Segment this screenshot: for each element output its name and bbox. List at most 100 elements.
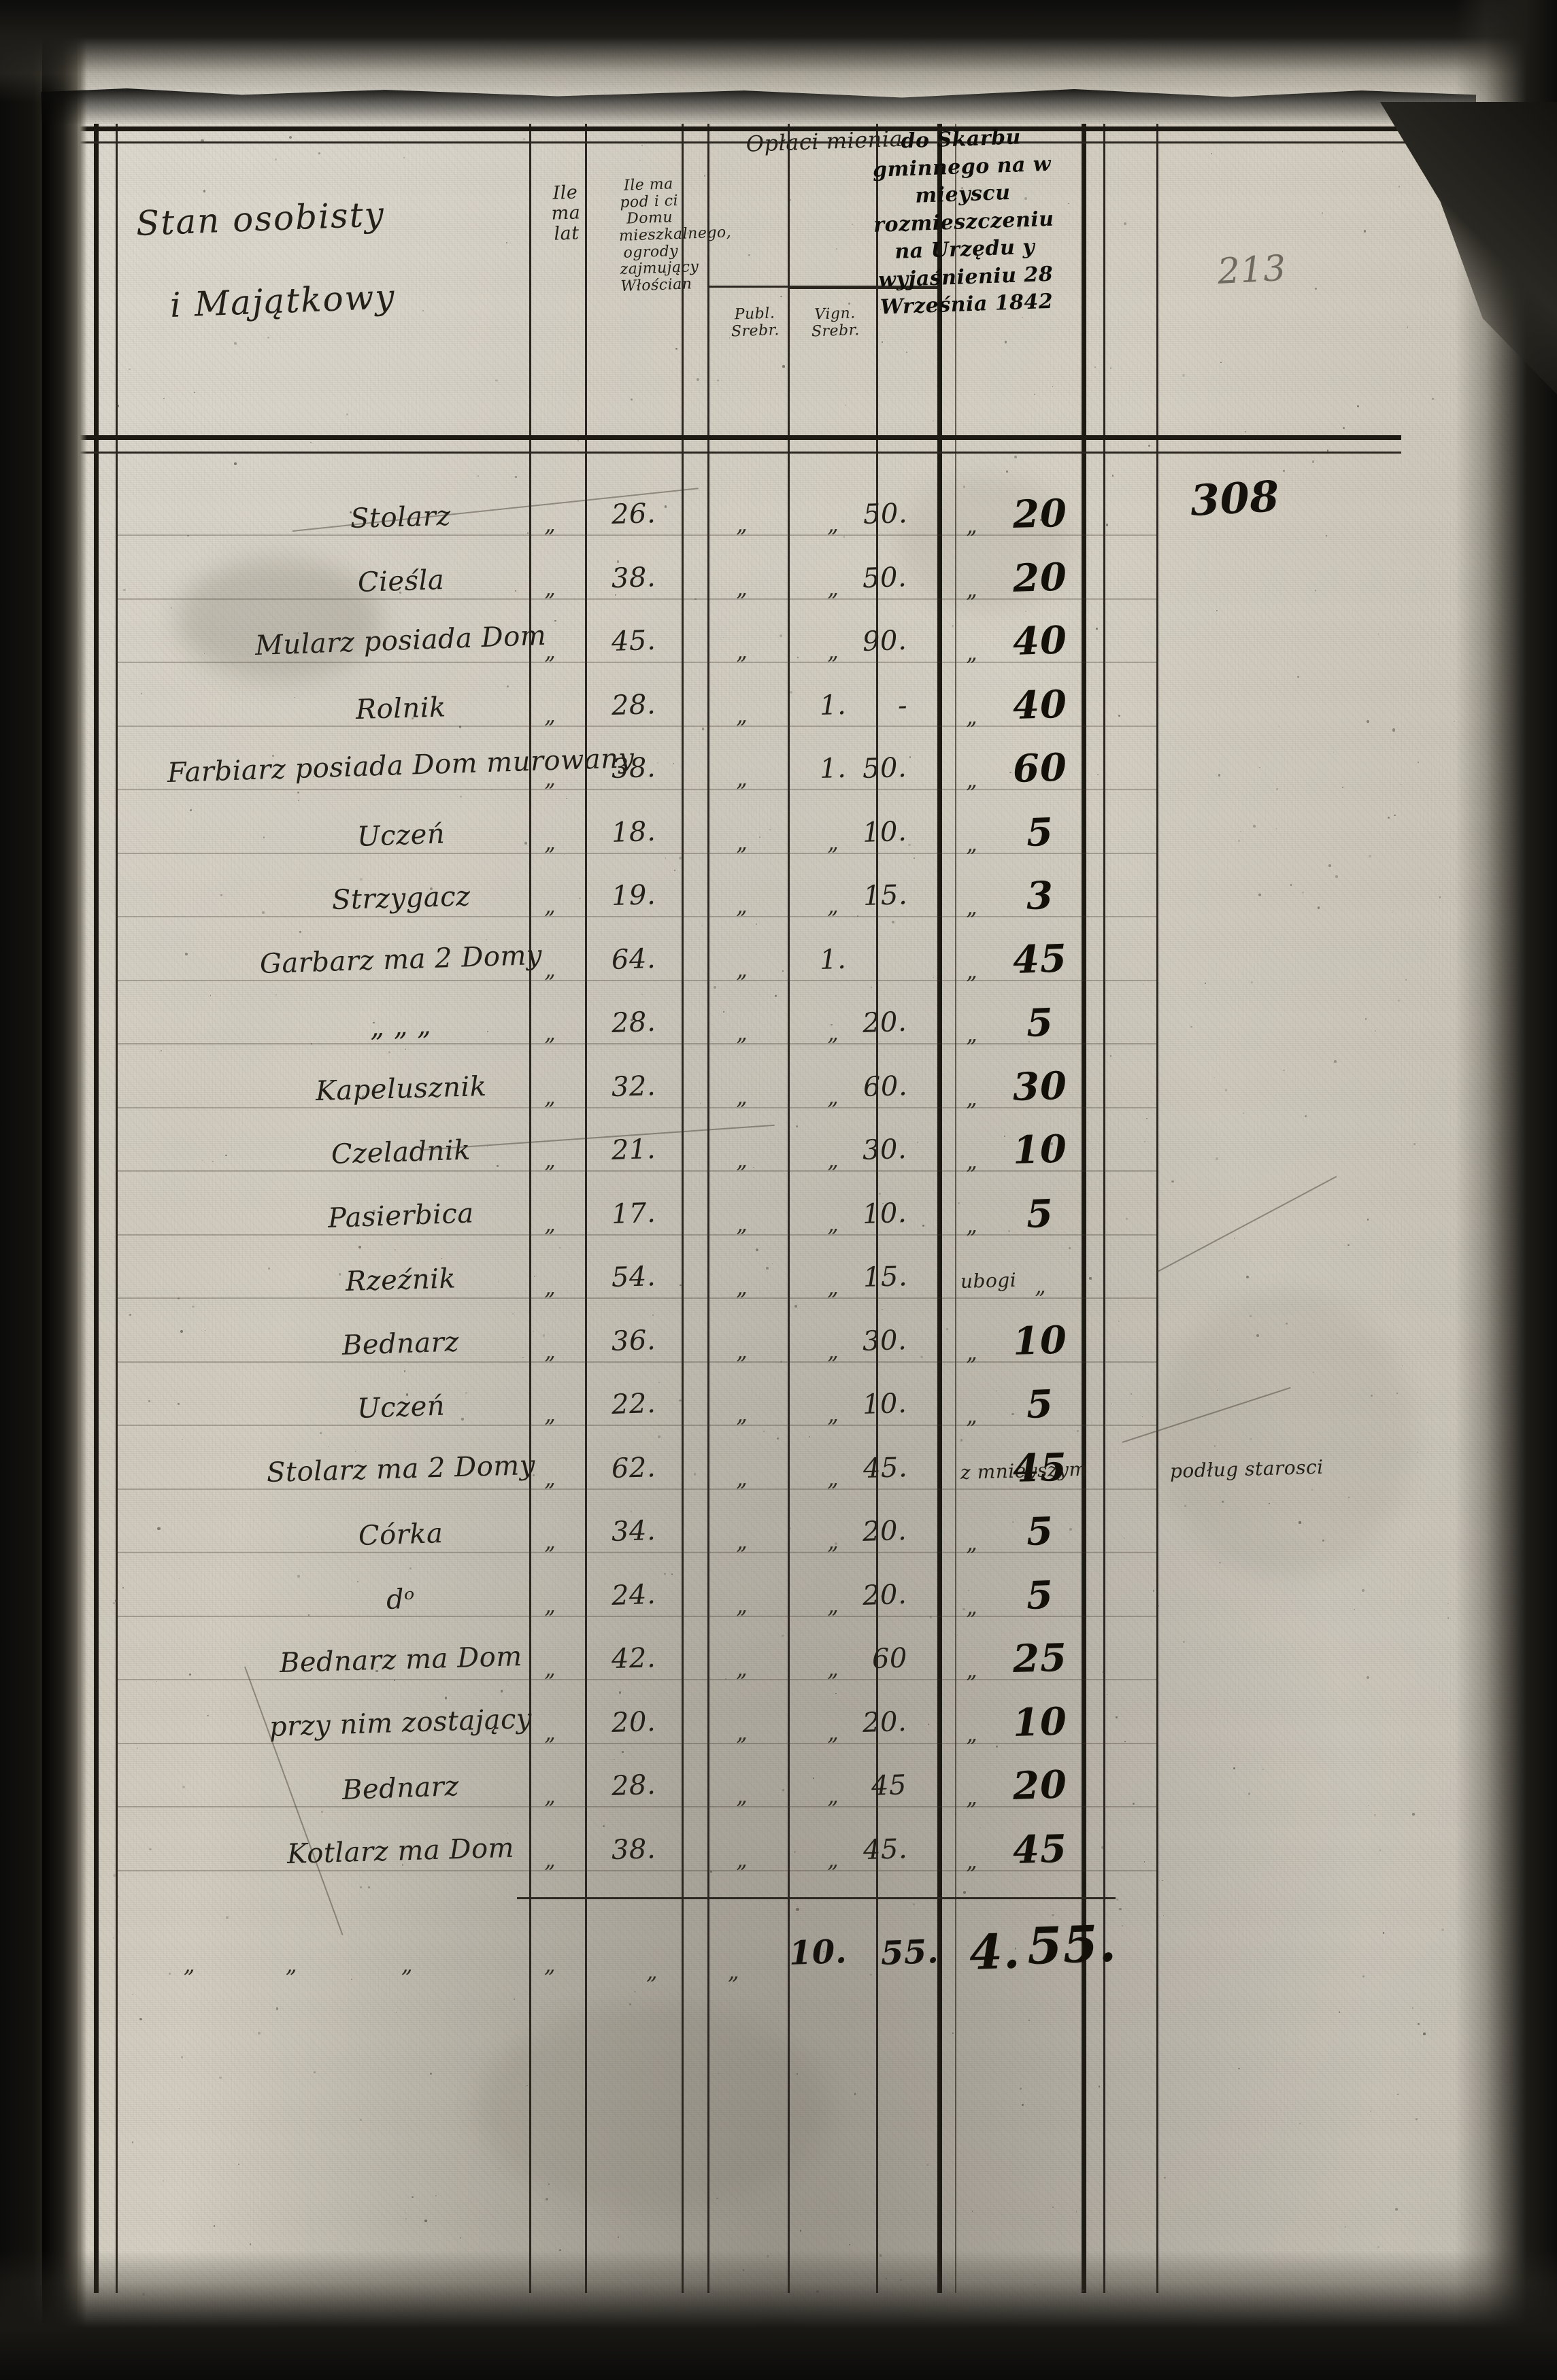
paper-speck xyxy=(766,1266,769,1270)
paper-speck xyxy=(1109,367,1112,369)
row-baseline-rule xyxy=(116,534,1156,536)
paper-speck xyxy=(1342,426,1345,430)
paper-speck xyxy=(1011,575,1013,577)
row-fee-vign: „ xyxy=(826,892,839,919)
row-amount: 45 xyxy=(1011,935,1068,983)
paper-speck xyxy=(512,1313,514,1315)
row-remark-mark: „ xyxy=(965,1720,978,1747)
paper-speck xyxy=(1199,1471,1201,1474)
total-ditto: „ xyxy=(184,1952,196,1977)
paper-speck xyxy=(1148,444,1151,447)
paper-speck xyxy=(1388,816,1390,819)
row-fee-amount: 20. xyxy=(862,1514,908,1548)
paper-speck xyxy=(514,475,517,479)
row-amount: 20 xyxy=(1011,554,1068,601)
column-divider-property xyxy=(707,124,709,2293)
paper-speck xyxy=(534,1275,536,1277)
paper-speck xyxy=(375,1669,378,1672)
row-occupation: Rzeźnik xyxy=(345,1263,457,1297)
row-fee-amount: 10. xyxy=(862,1197,908,1230)
row-property-ditto: „ xyxy=(543,1401,556,1427)
row-fee-vign: „ xyxy=(826,1083,839,1110)
paper-speck xyxy=(310,1043,312,1045)
paper-speck xyxy=(1118,1320,1120,1323)
paper-speck xyxy=(678,857,682,860)
paper-speck xyxy=(566,798,567,800)
paper-speck xyxy=(1431,397,1434,400)
paper-speck xyxy=(780,295,782,298)
paper-speck xyxy=(723,1011,724,1013)
row-age: 20. xyxy=(610,1705,656,1739)
paper-speck xyxy=(411,2196,414,2198)
paper-speck xyxy=(149,1848,152,1851)
paper-speck xyxy=(1210,152,1212,154)
paper-speck xyxy=(112,1937,114,1939)
bottom-edge-shadow xyxy=(0,2251,1557,2380)
folio-number-ink: 308 xyxy=(1189,471,1281,526)
paper-speck xyxy=(1213,1076,1216,1078)
row-margin-note: podług starosci xyxy=(1169,1455,1324,1482)
paper-speck xyxy=(1096,628,1099,630)
paper-speck xyxy=(261,911,265,915)
paper-speck xyxy=(674,869,676,871)
paper-speck xyxy=(1052,1914,1054,1917)
paper-speck xyxy=(1213,1445,1216,1447)
paper-speck xyxy=(1142,1416,1143,1418)
paper-speck xyxy=(249,2243,252,2245)
row-fee-vign: „ xyxy=(826,574,839,601)
paper-speck xyxy=(401,1864,404,1866)
row-amount: 5 xyxy=(1025,809,1054,855)
paper-speck xyxy=(763,1430,765,1433)
row-baseline-rule xyxy=(116,1234,1156,1236)
paper-speck xyxy=(156,1681,157,1682)
row-amount: 10 xyxy=(1011,1126,1068,1173)
column-divider-fees xyxy=(937,124,942,2293)
row-remark-mark: „ xyxy=(965,703,978,730)
paper-speck xyxy=(314,2071,316,2074)
paper-speck xyxy=(507,685,509,688)
paper-speck xyxy=(141,2292,145,2296)
paper-speck xyxy=(657,762,659,764)
paper-speck xyxy=(458,725,462,728)
row-fee-vign: „ xyxy=(826,1655,839,1682)
row-age: 19. xyxy=(611,879,656,912)
paper-speck xyxy=(1162,1880,1164,1882)
paper-speck xyxy=(1367,1805,1369,1806)
paper-speck xyxy=(350,1979,352,1981)
paper-speck xyxy=(1068,203,1069,205)
paper-speck xyxy=(1233,1767,1235,1770)
paper-speck xyxy=(477,475,479,477)
paper-speck xyxy=(131,2141,134,2143)
paper-speck xyxy=(701,925,703,927)
paper-speck xyxy=(879,2254,882,2258)
paper-speck xyxy=(507,1680,509,1682)
paper-speck xyxy=(430,887,433,890)
paper-speck xyxy=(1089,1277,1092,1280)
paper-speck xyxy=(459,796,462,798)
paper-speck xyxy=(313,775,314,777)
paper-speck xyxy=(639,159,641,161)
column-divider-vign xyxy=(876,124,878,2293)
paper-speck xyxy=(952,625,954,627)
paper-speck xyxy=(797,657,799,658)
paper-speck xyxy=(360,2118,363,2121)
paper-speck xyxy=(1146,1117,1148,1119)
paper-speck xyxy=(776,1438,779,1440)
row-fee-vign: „ xyxy=(826,828,839,855)
paper-speck xyxy=(1021,2104,1024,2107)
paper-speck xyxy=(1314,590,1317,592)
paper-speck xyxy=(203,190,206,192)
paper-speck xyxy=(373,1021,375,1023)
paper-speck xyxy=(796,1907,799,1911)
paper-speck xyxy=(1299,1521,1302,1524)
paper-speck xyxy=(1441,1928,1445,1931)
paper-speck xyxy=(1341,151,1343,152)
row-age: 28. xyxy=(610,1769,656,1802)
paper-speck xyxy=(444,1697,448,1700)
row-occupation: „ „ „ xyxy=(369,1009,433,1043)
row-property-ditto: „ xyxy=(543,828,556,855)
paper-speck xyxy=(962,1608,965,1610)
paper-speck xyxy=(263,836,265,839)
table-rule xyxy=(116,124,118,2293)
